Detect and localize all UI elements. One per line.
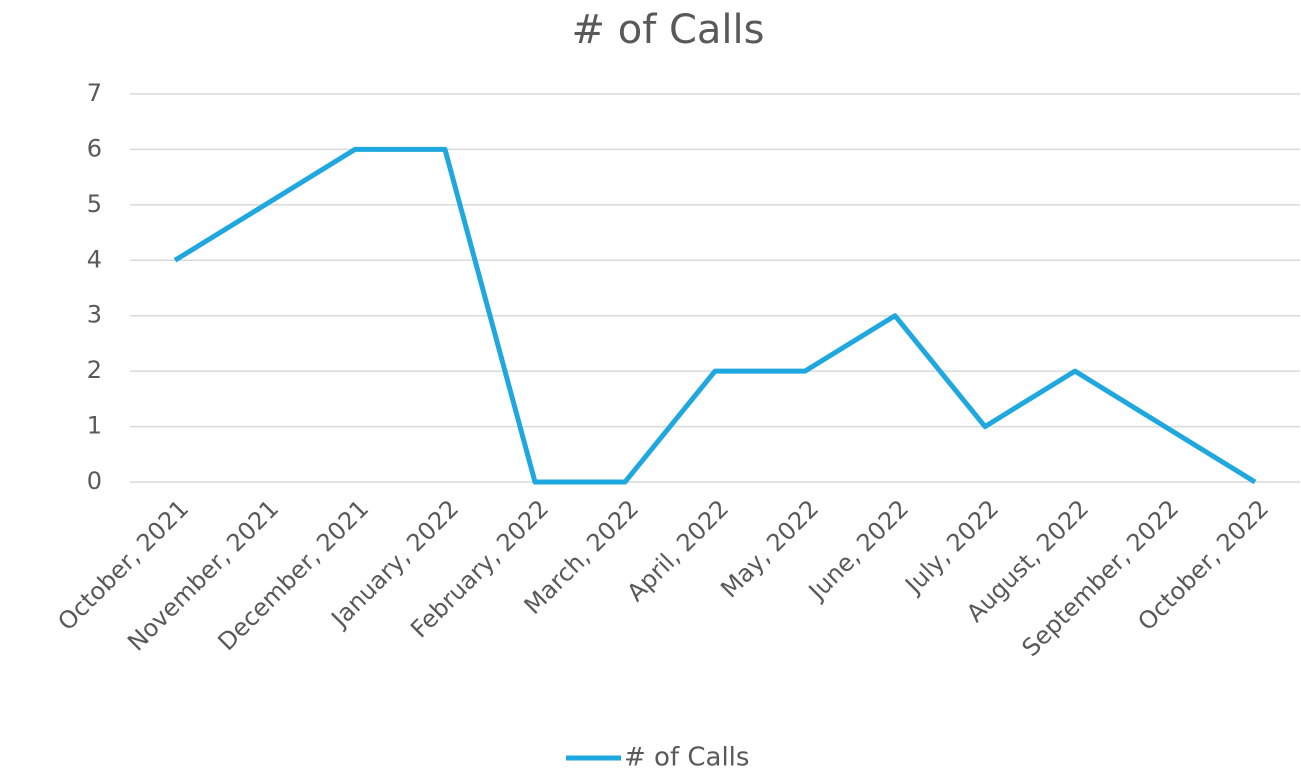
y-tick-label: 2 [87, 356, 102, 384]
y-tick-label: 5 [87, 190, 102, 218]
y-tick-label: 3 [87, 301, 102, 329]
y-tick-label: 4 [87, 245, 102, 273]
x-tick-label: November, 2021 [122, 494, 284, 656]
x-tick-label: December, 2021 [212, 494, 374, 656]
x-tick-label: September, 2022 [1017, 494, 1185, 662]
y-tick-label: 0 [87, 467, 102, 495]
data-line [173, 146, 1257, 485]
y-tick-label: 1 [87, 412, 102, 440]
y-tick-label: 6 [87, 134, 102, 162]
y-tick-label: 7 [87, 79, 102, 107]
legend-label: # of Calls [624, 743, 749, 772]
chart-title: # of Calls [571, 7, 764, 53]
